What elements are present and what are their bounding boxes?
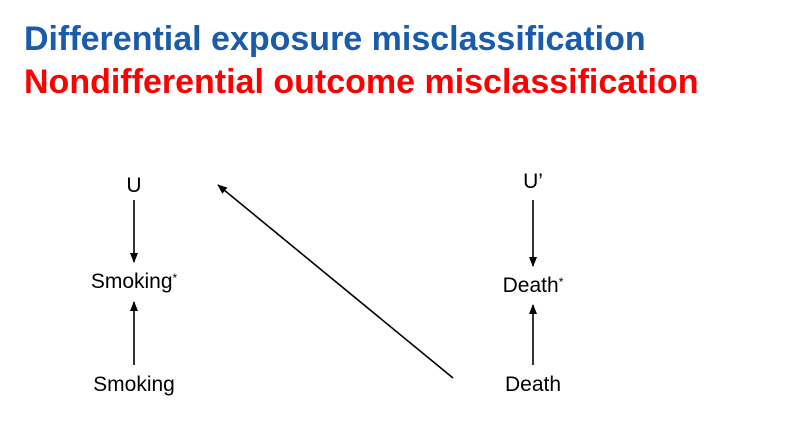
node-smoking: Smoking xyxy=(93,373,175,396)
asterisk-mark: * xyxy=(172,271,178,285)
node-u: U xyxy=(126,174,142,197)
arrow-death-to-u xyxy=(217,184,454,379)
slide-title-line-1: Differential exposure misclassification xyxy=(24,20,646,58)
node-smoking-star: Smoking* xyxy=(91,270,177,294)
node-u-prime: U’ xyxy=(523,170,543,193)
node-death-star-label: Death xyxy=(502,274,559,297)
node-death: Death xyxy=(504,373,562,396)
node-death-star: Death* xyxy=(503,274,564,298)
asterisk-mark: * xyxy=(558,275,564,289)
node-smoking-star-label: Smoking xyxy=(90,270,173,293)
slide-title-line-2: Nondifferential outcome misclassificatio… xyxy=(24,63,699,101)
